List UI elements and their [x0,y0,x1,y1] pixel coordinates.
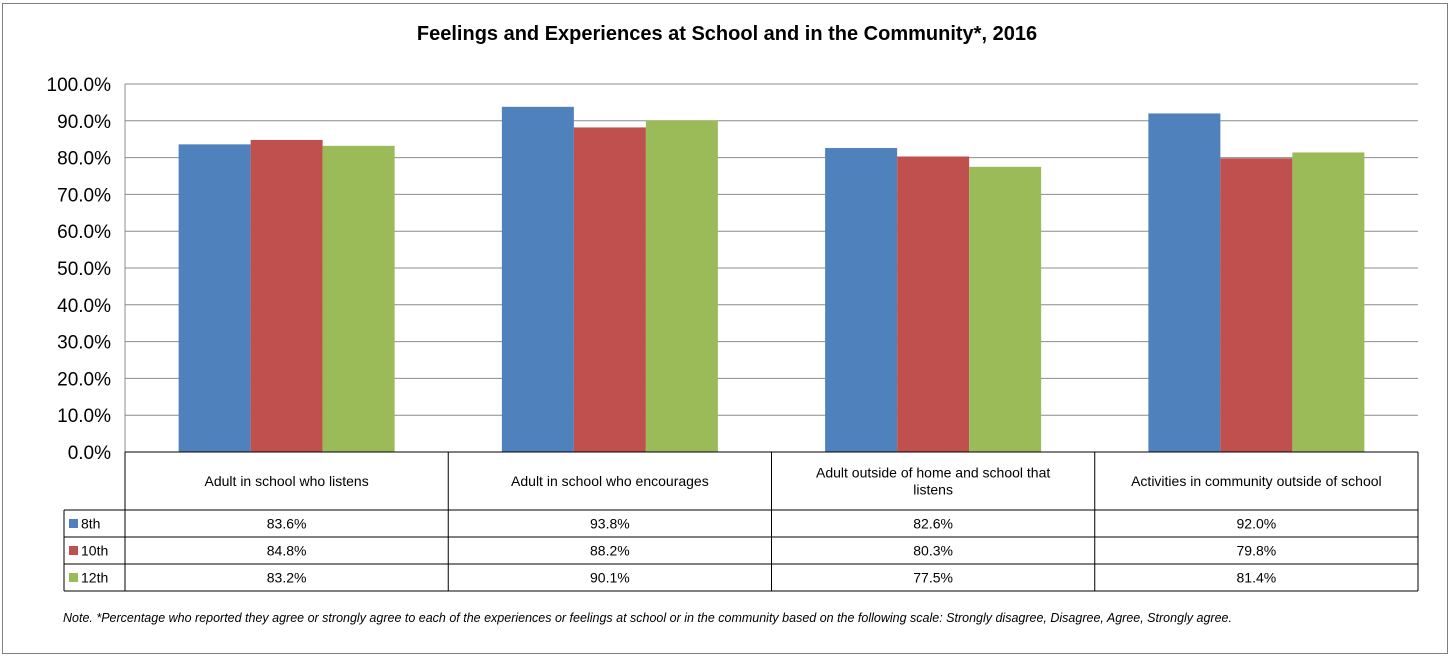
bar-8th [501,106,574,452]
legend-label: 8th [81,516,100,532]
category-label: Activities in community outside of schoo… [1131,473,1382,489]
bar-10th [250,139,323,452]
bar-8th [825,148,898,453]
legend-swatch-12th [69,573,78,582]
y-tick-label: 0.0% [68,443,111,464]
legend-label: 12th [81,570,108,586]
legend-swatch-10th [69,546,78,555]
legend-label: 10th [81,543,108,559]
y-tick-label: 50.0% [57,259,111,280]
y-tick-label: 70.0% [57,185,111,206]
data-label: 79.8% [1237,543,1277,559]
bar-8th [1148,113,1221,452]
data-label: 90.1% [590,570,630,586]
chart-title: Feelings and Experiences at School and i… [417,23,1037,45]
data-label: 92.0% [1237,516,1277,532]
bar-12th [645,120,718,452]
y-tick-label: 30.0% [57,333,111,354]
y-tick-label: 100.0% [47,75,112,96]
bar-chart: Feelings and Experiences at School and i… [47,23,1419,592]
y-tick-label: 90.0% [57,112,111,133]
y-tick-label: 60.0% [57,222,111,243]
bar-12th [969,166,1042,453]
category-label: Adult outside of home and school that lis… [816,465,1050,498]
bar-10th [573,127,646,452]
y-tick-label: 20.0% [57,369,111,390]
y-tick-label: 80.0% [57,149,111,170]
data-label: 93.8% [590,516,630,532]
data-label: 81.4% [1237,570,1277,586]
y-tick-label: 40.0% [57,296,111,317]
bar-8th [178,144,251,453]
legend-swatch-8th [69,519,78,528]
bar-10th [1220,158,1293,452]
bar-10th [897,156,970,452]
data-label: 80.3% [913,543,953,559]
data-label: 84.8% [267,543,307,559]
y-tick-label: 10.0% [57,406,111,427]
data-label: 88.2% [590,543,630,559]
category-label: Adult in school who encourages [511,473,709,489]
data-label: 77.5% [913,570,953,586]
data-label: 83.2% [267,570,307,586]
category-label: Adult in school who listens [205,473,369,489]
data-label: 82.6% [913,516,953,532]
data-label: 83.6% [267,516,307,532]
bar-12th [1292,152,1365,452]
chart-note: Note. *Percentage who reported they agre… [63,611,1232,625]
bar-12th [322,145,395,452]
